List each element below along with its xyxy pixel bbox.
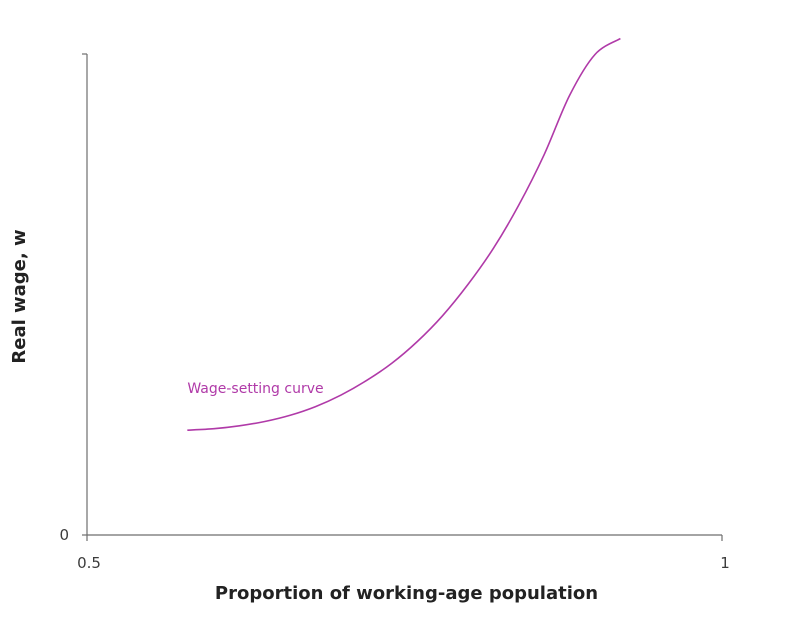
x-axis-title: Proportion of working-age population (215, 583, 598, 604)
y-axis-ticks: 0 (59, 526, 87, 544)
series-layer (187, 37, 621, 431)
x-tick-label: 1 (720, 554, 730, 572)
annotation-layer: Wage-setting curve (187, 381, 323, 397)
wage-setting-curve-label: Wage-setting curve (187, 381, 323, 397)
y-axis-title: Real wage, w (9, 229, 30, 363)
x-axis-ticks: 0.5 1 (77, 535, 730, 572)
x-tick-label: 0.5 (77, 554, 101, 572)
y-tick-label: 0 (59, 526, 69, 544)
wage-setting-curve-line (187, 37, 621, 431)
